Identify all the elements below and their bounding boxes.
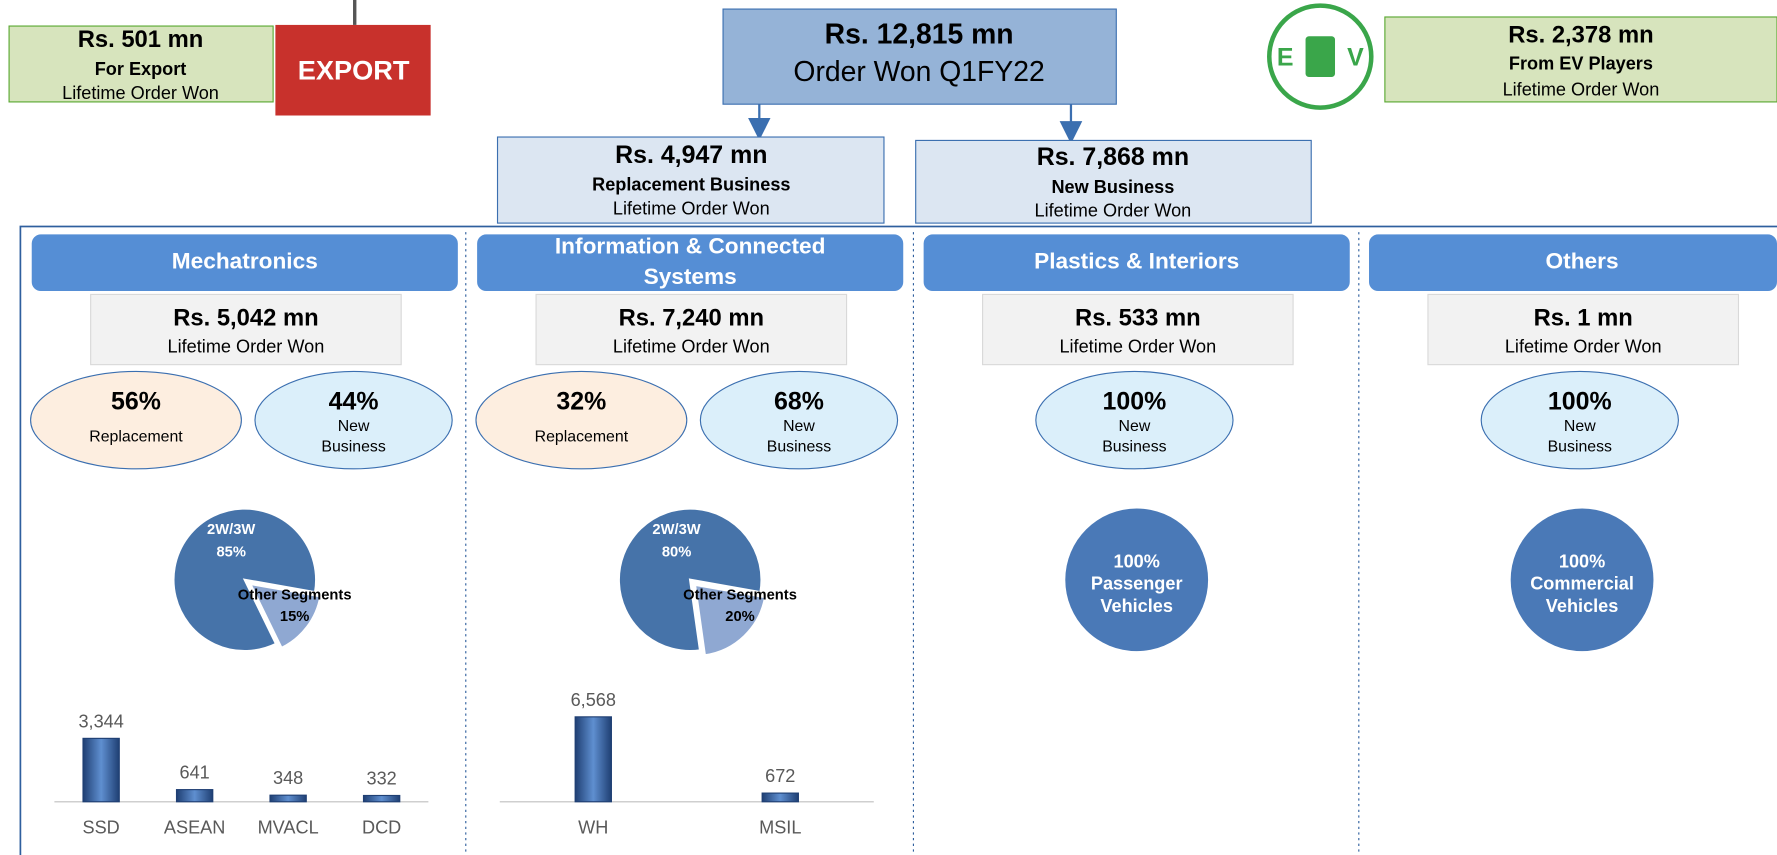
split-name: Replacement	[535, 428, 629, 445]
new-business-amount: Rs. 7,868 mn	[1037, 143, 1189, 171]
export-amount: Rs. 501 mn	[78, 26, 204, 53]
bar-category: DCD	[362, 818, 401, 838]
pie-label: Other Segments	[238, 588, 352, 604]
slide: Rs. 501 mn For Export Lifetime Order Won…	[0, 0, 1777, 855]
pie-label: Other Segments	[683, 588, 797, 604]
bar-value-label: 672	[765, 766, 795, 786]
segment-caption: Lifetime Order Won	[1505, 336, 1662, 356]
segment-amount: Rs. 5,042 mn	[173, 305, 318, 332]
ev-logo-letter: E	[1277, 43, 1294, 71]
new-business-label: New Business	[1051, 177, 1174, 197]
split-value: 32%	[556, 388, 606, 416]
segment-caption: Lifetime Order Won	[168, 336, 325, 356]
circle-value: 100%	[1559, 552, 1605, 572]
export-caption: Lifetime Order Won	[62, 83, 219, 103]
pie-label: 2W/3W	[652, 522, 700, 538]
bar-value-label: 332	[367, 768, 397, 788]
segment-caption: Lifetime Order Won	[613, 336, 770, 356]
bar-value-label: 6,568	[571, 690, 616, 710]
total-amount: Rs. 12,815 mn	[825, 19, 1014, 51]
split-value: 68%	[774, 388, 824, 416]
segment-title: Mechatronics	[172, 248, 318, 274]
bar	[575, 717, 611, 802]
bar-value-label: 641	[180, 763, 210, 783]
segment-title: Plastics & Interiors	[1034, 248, 1239, 274]
pie-label: 20%	[725, 609, 754, 625]
ev-logo-letter: V	[1347, 43, 1364, 71]
pie-label: 2W/3W	[207, 522, 255, 538]
split-value: 44%	[329, 388, 379, 416]
ev-label: From EV Players	[1509, 53, 1653, 73]
bar	[177, 790, 213, 802]
bar-value-label: 348	[273, 768, 303, 788]
replacement-label: Replacement Business	[592, 175, 790, 195]
pie-label: 15%	[280, 609, 309, 625]
pie-label: 80%	[662, 545, 691, 561]
ev-amount: Rs. 2,378 mn	[1508, 22, 1653, 49]
export-label: For Export	[95, 59, 187, 79]
export-image-text: EXPORT	[298, 55, 410, 86]
segment-amount: Rs. 7,240 mn	[619, 305, 764, 332]
split-ellipse	[31, 371, 242, 468]
split-value: 100%	[1103, 388, 1167, 416]
segment-amount: Rs. 533 mn	[1075, 305, 1201, 332]
segment-caption: Lifetime Order Won	[1059, 336, 1216, 356]
replacement-caption: Lifetime Order Won	[613, 198, 770, 218]
bar	[270, 795, 306, 802]
bar-category: SSD	[83, 818, 120, 838]
segment-title: Others	[1546, 248, 1619, 274]
split-name: Replacement	[89, 428, 183, 445]
replacement-amount: Rs. 4,947 mn	[615, 141, 767, 169]
ev-pump	[1306, 36, 1335, 77]
ev-caption: Lifetime Order Won	[1503, 79, 1660, 99]
bar	[762, 793, 798, 802]
bar-category: ASEAN	[164, 818, 225, 838]
bar-category: MVACL	[258, 818, 319, 838]
segment-amount: Rs. 1 mn	[1534, 305, 1633, 332]
bar-category: WH	[578, 818, 608, 838]
circle-value: 100%	[1114, 552, 1160, 572]
bar	[364, 795, 400, 801]
split-ellipse	[476, 371, 687, 468]
bar	[83, 738, 119, 801]
split-value: 100%	[1548, 388, 1612, 416]
total-label: Order Won Q1FY22	[793, 56, 1044, 88]
new-business-caption: Lifetime Order Won	[1035, 201, 1192, 221]
split-value: 56%	[111, 388, 161, 416]
bar-category: MSIL	[759, 818, 801, 838]
bar-value-label: 3,344	[78, 711, 123, 731]
pie-label: 85%	[216, 545, 245, 561]
